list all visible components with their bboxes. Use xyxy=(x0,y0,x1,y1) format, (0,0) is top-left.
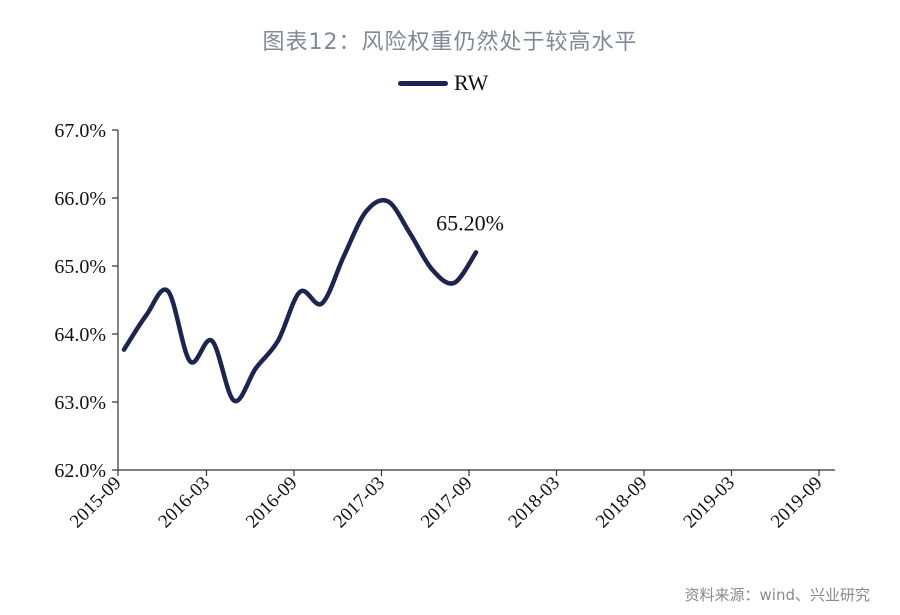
legend-label: RW xyxy=(454,70,489,95)
axes xyxy=(117,130,835,471)
data-point xyxy=(122,348,126,352)
source-note: 资料来源：wind、兴业研究 xyxy=(684,586,870,604)
data-point xyxy=(320,301,324,305)
chart-title: 图表12：风险权重仍然处于较高水平 xyxy=(262,30,638,55)
y-tick-label: 66.0% xyxy=(54,188,106,210)
data-point xyxy=(166,289,170,293)
x-ticks: 2015-09 2016-03 2016-09 2017-03 2017-09 2018-… xyxy=(66,470,827,532)
legend-swatch xyxy=(398,80,448,86)
x-tick-label: 2016-03 xyxy=(154,473,214,533)
y-tick-label: 63.0% xyxy=(54,392,106,414)
legend: RW xyxy=(398,70,488,96)
x-tick-label: 2017-09 xyxy=(417,473,477,533)
data-point xyxy=(188,359,192,363)
data-point xyxy=(298,290,302,294)
data-point xyxy=(276,339,280,343)
series-points xyxy=(122,199,478,402)
data-point xyxy=(254,366,258,370)
data-point xyxy=(232,399,236,403)
data-point xyxy=(452,281,456,285)
x-tick-label: 2017-03 xyxy=(329,473,389,533)
data-point xyxy=(144,314,148,318)
data-point xyxy=(408,231,412,235)
data-point xyxy=(342,254,346,258)
y-ticks: 62.0% 63.0% 64.0% 65.0% 66.0% 67.0% xyxy=(54,120,118,482)
y-tick-label: 62.0% xyxy=(54,460,106,482)
end-value-label: 65.20% xyxy=(436,210,504,235)
y-tick-label: 65.0% xyxy=(54,256,106,278)
x-tick-label: 2016-09 xyxy=(242,473,302,533)
x-tick-label: 2018-09 xyxy=(592,473,652,533)
x-tick-label: 2018-03 xyxy=(504,473,564,533)
y-tick-label: 67.0% xyxy=(54,120,106,142)
series-line-rw xyxy=(121,197,479,404)
y-tick-label: 64.0% xyxy=(54,324,106,346)
data-point xyxy=(386,199,390,203)
data-point xyxy=(364,210,368,214)
x-tick-label: 2019-03 xyxy=(679,473,739,533)
x-tick-label: 2019-09 xyxy=(767,473,827,533)
data-point xyxy=(210,339,214,343)
data-point xyxy=(474,250,478,254)
data-point xyxy=(430,267,434,271)
